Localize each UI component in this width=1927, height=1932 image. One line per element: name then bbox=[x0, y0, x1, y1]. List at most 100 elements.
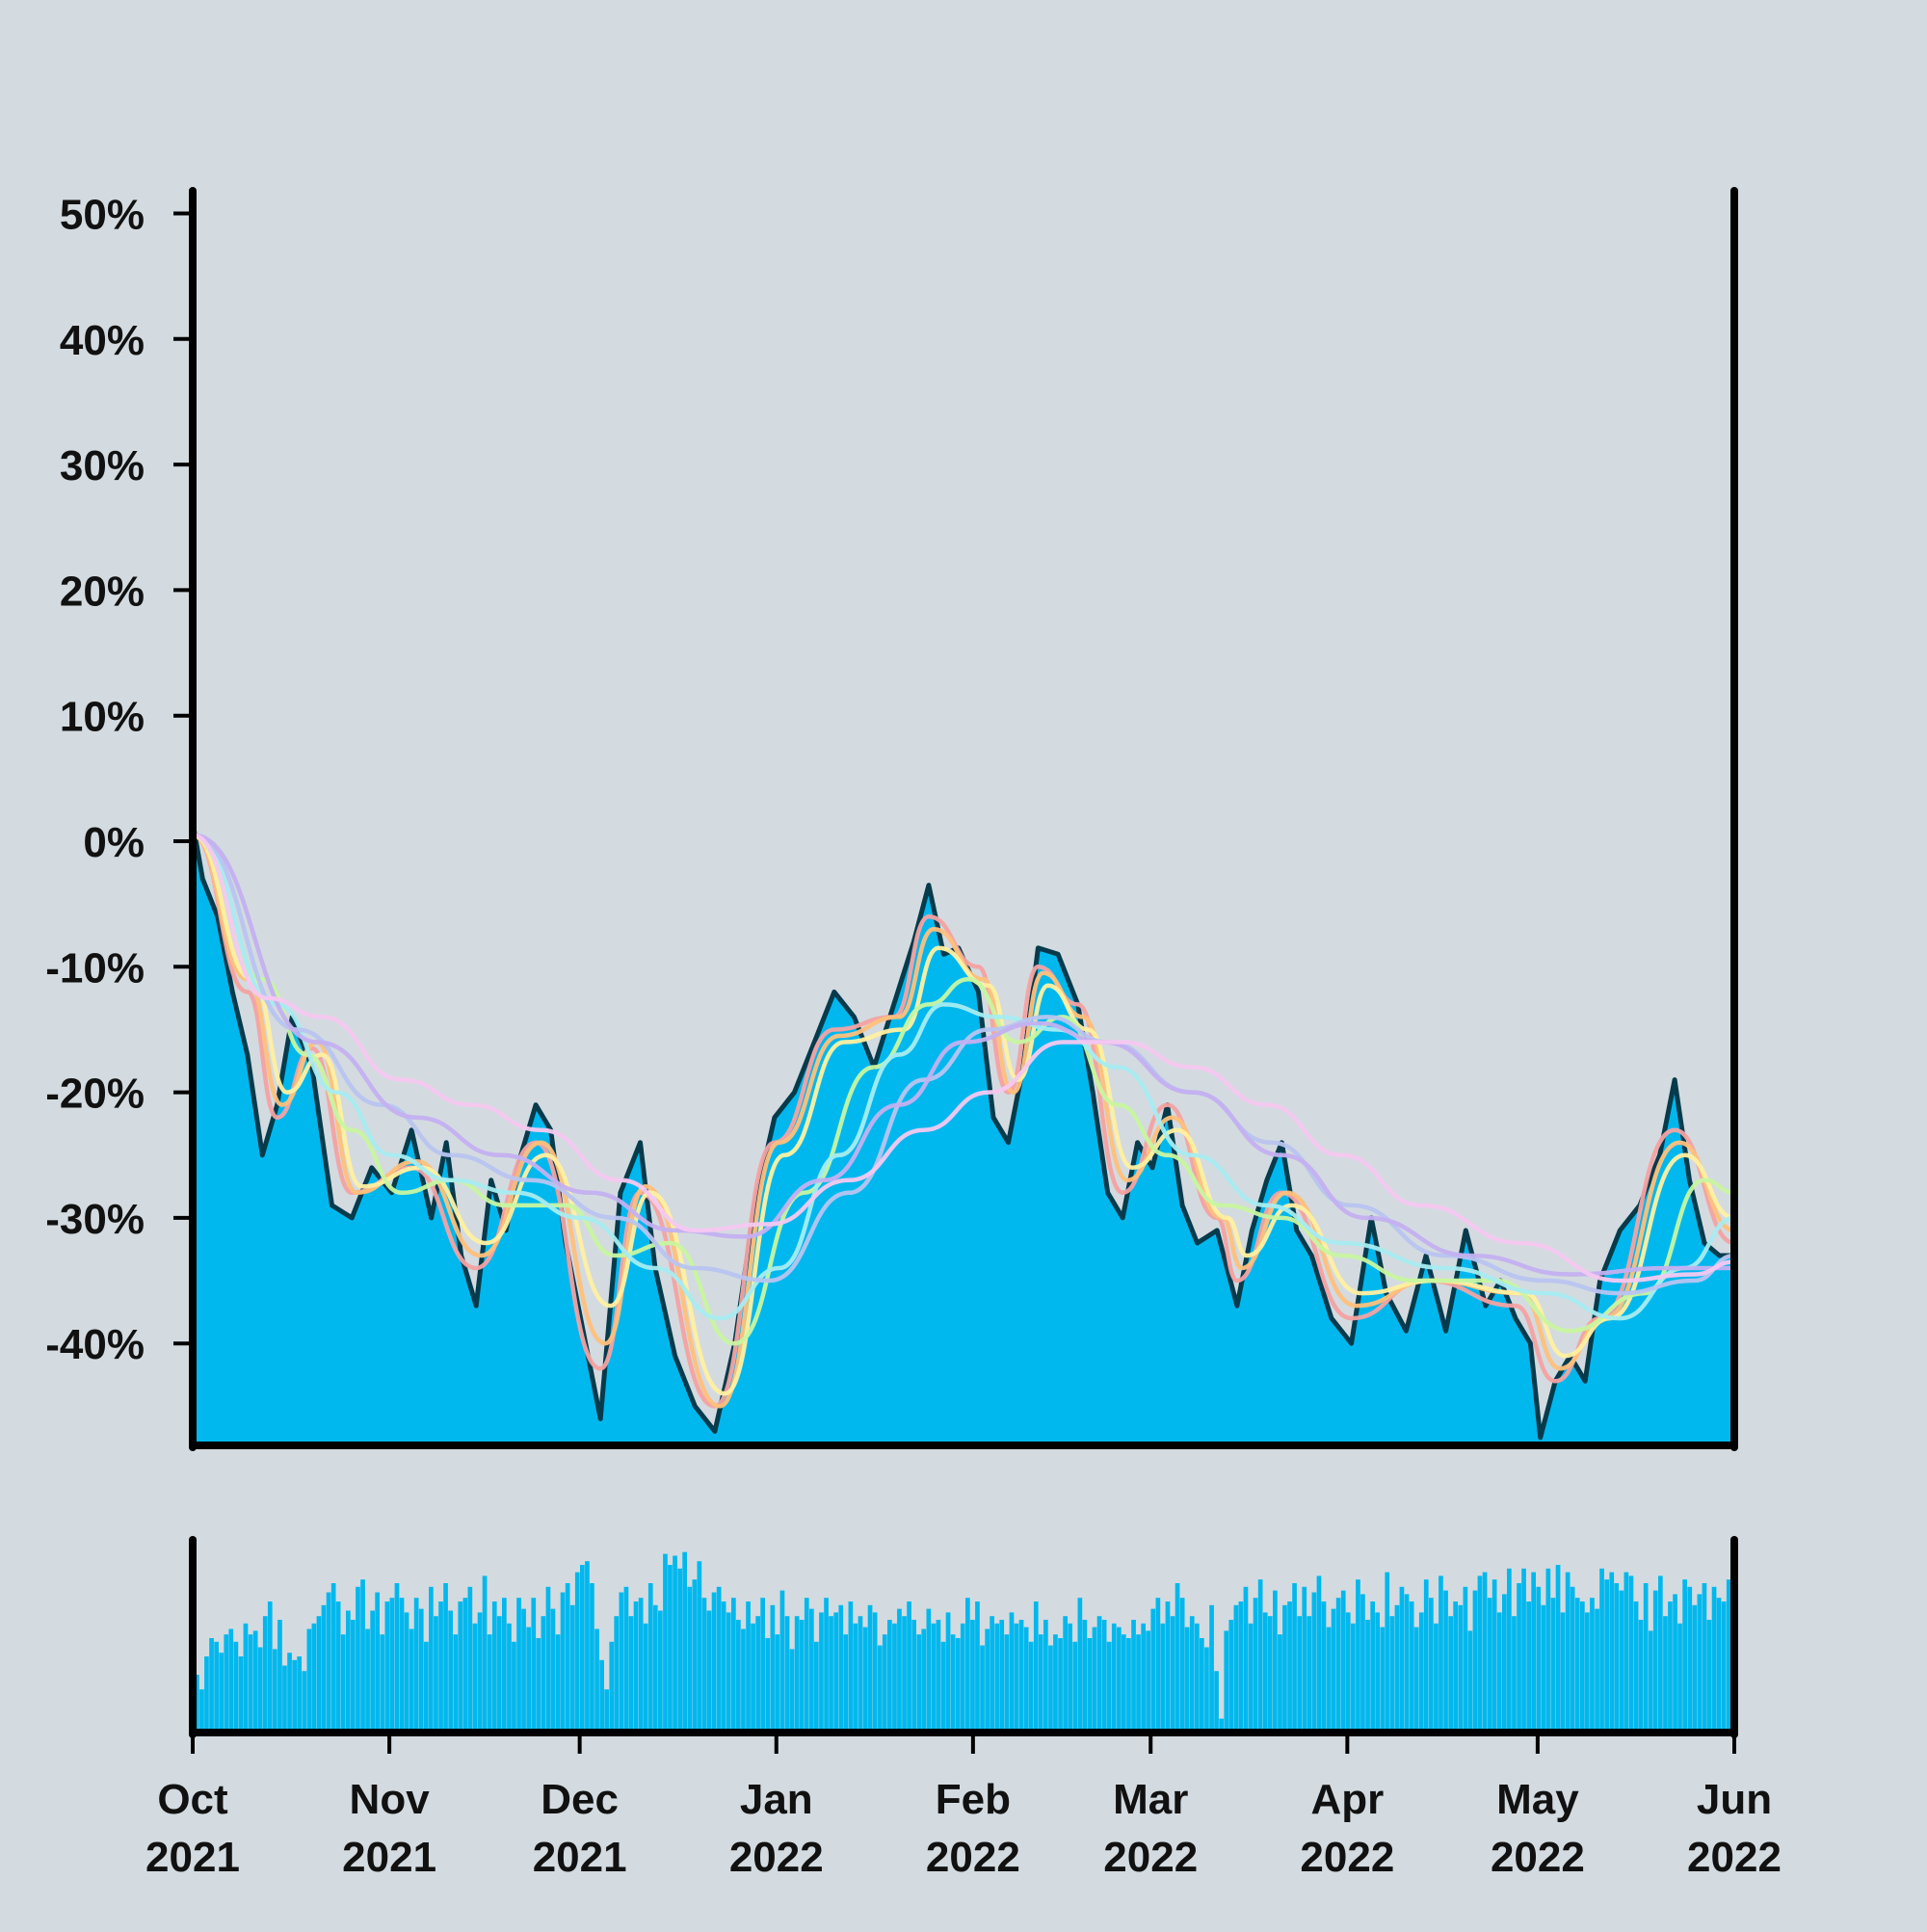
volume-bar bbox=[658, 1610, 663, 1730]
volume-bar bbox=[1165, 1601, 1171, 1730]
volume-bar bbox=[565, 1583, 570, 1730]
volume-bar bbox=[1439, 1575, 1443, 1730]
volume-bar bbox=[1521, 1568, 1526, 1730]
volume-bar bbox=[1726, 1579, 1731, 1730]
volume-bar bbox=[1184, 1627, 1190, 1730]
volume-bar bbox=[262, 1616, 268, 1730]
volume-bar bbox=[794, 1616, 800, 1730]
volume-bar bbox=[438, 1601, 443, 1730]
volume-bar bbox=[1517, 1583, 1521, 1730]
x-tick-label-month: Feb bbox=[936, 1776, 1011, 1823]
volume-bar bbox=[545, 1586, 551, 1730]
x-tick-label-month: Nov bbox=[350, 1776, 431, 1823]
volume-bar bbox=[1409, 1601, 1414, 1730]
volume-bar bbox=[950, 1634, 956, 1730]
volume-bar bbox=[1111, 1623, 1117, 1730]
volume-bar bbox=[277, 1620, 282, 1730]
volume-bar bbox=[701, 1598, 707, 1730]
volume-bar bbox=[814, 1641, 819, 1730]
moving-average-line-5 bbox=[190, 833, 1737, 1321]
price-line bbox=[190, 822, 1734, 1441]
volume-bar bbox=[1273, 1590, 1278, 1730]
volume-bar bbox=[1331, 1608, 1336, 1730]
volume-bar bbox=[1316, 1575, 1322, 1730]
volume-bar bbox=[1590, 1598, 1595, 1730]
volume-bar bbox=[1385, 1572, 1390, 1730]
volume-bar bbox=[1233, 1604, 1239, 1730]
volume-bar bbox=[1179, 1598, 1185, 1730]
volume-bar bbox=[1413, 1627, 1419, 1730]
volume-bar bbox=[1058, 1638, 1063, 1730]
y-tick-label: -10% bbox=[45, 944, 145, 992]
volume-bar bbox=[604, 1689, 609, 1730]
volume-bar bbox=[1243, 1586, 1249, 1730]
volume-bar bbox=[990, 1616, 994, 1730]
volume-bar bbox=[1209, 1604, 1214, 1730]
volume-bar bbox=[619, 1592, 624, 1730]
volume-bar bbox=[360, 1579, 365, 1730]
volume-bar bbox=[574, 1572, 580, 1730]
volume-bar bbox=[526, 1627, 531, 1730]
volume-bar bbox=[365, 1628, 370, 1730]
volume-bar bbox=[1068, 1623, 1072, 1730]
volume-bar bbox=[882, 1634, 887, 1730]
volume-bar bbox=[721, 1601, 726, 1730]
volume-bar bbox=[1545, 1568, 1551, 1730]
volume-bar bbox=[1028, 1641, 1034, 1730]
volume-bar bbox=[496, 1616, 502, 1730]
volume-bar bbox=[516, 1598, 521, 1730]
volume-bar bbox=[1482, 1572, 1488, 1730]
volume-bar bbox=[970, 1620, 975, 1730]
volume-bar bbox=[195, 1675, 199, 1730]
volume-bar bbox=[999, 1620, 1005, 1730]
volume-bar bbox=[370, 1610, 375, 1730]
volume-bar bbox=[1555, 1565, 1561, 1730]
volume-bar bbox=[1604, 1579, 1609, 1730]
volume-bar bbox=[1048, 1645, 1053, 1730]
volume-bar bbox=[1204, 1647, 1209, 1730]
volume-bar bbox=[326, 1592, 331, 1730]
volume-bar bbox=[224, 1634, 229, 1730]
volume-bar bbox=[1668, 1601, 1673, 1730]
volume-bar bbox=[1253, 1598, 1258, 1730]
volume-bar bbox=[1087, 1638, 1093, 1730]
volume-bar bbox=[1311, 1592, 1317, 1730]
volume-bar bbox=[1340, 1590, 1346, 1730]
volume-bar bbox=[1599, 1568, 1604, 1730]
x-tick-label-year: 2022 bbox=[1300, 1834, 1394, 1881]
volume-bar bbox=[1560, 1612, 1566, 1730]
volume-bar bbox=[687, 1586, 693, 1730]
volume-bar bbox=[926, 1608, 932, 1730]
x-tick-label-month: Oct bbox=[157, 1776, 228, 1823]
volume-bar bbox=[692, 1579, 698, 1730]
volume-bar bbox=[1434, 1623, 1439, 1730]
y-tick-label: 40% bbox=[60, 317, 145, 364]
volume-bar bbox=[1146, 1630, 1150, 1730]
volume-bar bbox=[1248, 1623, 1254, 1730]
volume-bar bbox=[243, 1623, 249, 1730]
volume-bar bbox=[1150, 1608, 1156, 1730]
volume-bar bbox=[590, 1583, 594, 1730]
moving-average-line-7 bbox=[190, 833, 1737, 1277]
volume-bar bbox=[248, 1634, 253, 1730]
volume-bar bbox=[1453, 1601, 1458, 1730]
volume-bar bbox=[394, 1583, 400, 1730]
volume-bar bbox=[560, 1592, 566, 1730]
volume-bar bbox=[936, 1620, 941, 1730]
x-tick-label-year: 2021 bbox=[342, 1834, 436, 1881]
volume-bar bbox=[736, 1620, 741, 1730]
volume-bar bbox=[746, 1601, 751, 1730]
volume-bar bbox=[1018, 1620, 1024, 1730]
volume-bar bbox=[897, 1608, 902, 1730]
volume-bar bbox=[1711, 1586, 1717, 1730]
volume-bar bbox=[955, 1638, 961, 1730]
volume-bar bbox=[351, 1620, 356, 1730]
volume-bar bbox=[716, 1586, 722, 1730]
volume-bar bbox=[555, 1634, 561, 1730]
volume-bar bbox=[1077, 1598, 1083, 1730]
volume-bar bbox=[1302, 1586, 1307, 1730]
volume-bar bbox=[711, 1592, 717, 1730]
volume-bar bbox=[706, 1610, 712, 1730]
volume-bar bbox=[1702, 1583, 1707, 1730]
